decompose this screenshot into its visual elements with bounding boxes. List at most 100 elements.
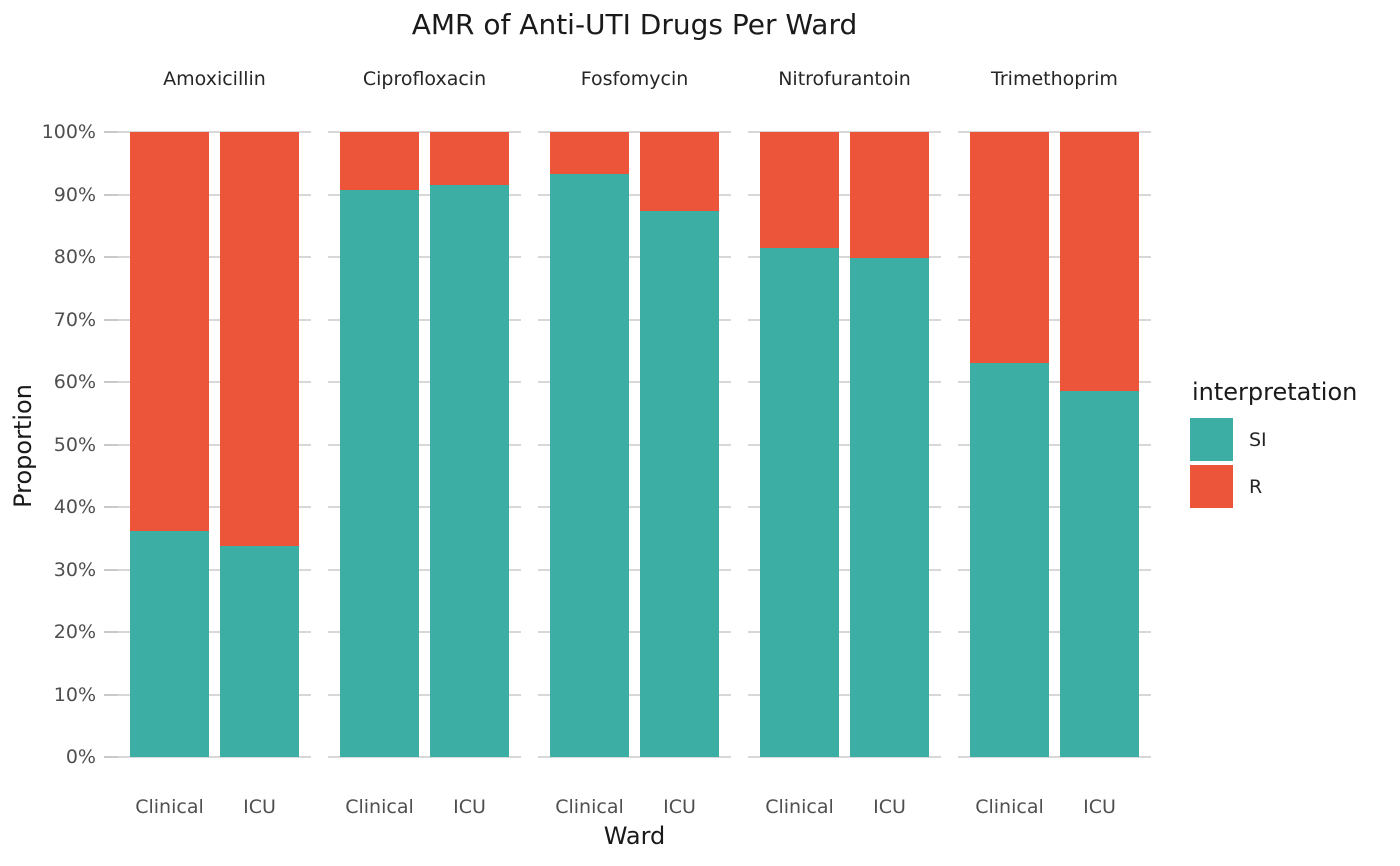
gridline [958, 506, 1151, 508]
gridline [328, 256, 521, 258]
gridline [118, 443, 311, 446]
gridline [538, 693, 731, 696]
legend-label: R [1249, 475, 1263, 498]
gridline [328, 756, 521, 758]
gridline [748, 631, 941, 633]
stacked-bar [970, 132, 1049, 757]
y-tick-mark [104, 256, 118, 258]
legend-item: SI [1190, 418, 1357, 461]
bar-segment-r [970, 132, 1049, 363]
bar-segment-r [130, 132, 209, 531]
facet-label: Amoxicillin [163, 68, 266, 90]
gridline [538, 256, 731, 258]
bar-segment-r [550, 132, 629, 174]
gridline [118, 256, 311, 258]
legend-items: SI R [1190, 418, 1357, 508]
facet-panel: Fosfomycin Clinical ICU [538, 68, 731, 818]
bar-segment-si [970, 363, 1049, 757]
gridline [118, 131, 311, 133]
stacked-bar [130, 132, 209, 757]
gridline [118, 381, 311, 383]
stacked-bar [640, 132, 719, 757]
gridline [958, 193, 1151, 196]
x-tick-label: Clinical [345, 796, 414, 818]
facet-label: Trimethoprim [991, 68, 1118, 90]
gridline [748, 318, 941, 321]
x-tick-label: Clinical [135, 796, 204, 818]
gridline [118, 756, 311, 758]
y-tick-mark [104, 506, 118, 508]
gridline [748, 443, 941, 446]
gridline [328, 193, 521, 196]
legend-swatch-r [1190, 465, 1233, 508]
gridline [538, 443, 731, 446]
bar-segment-si [760, 248, 839, 757]
y-tick-label: 60% [53, 371, 96, 393]
bar-segment-si [220, 546, 299, 757]
stacked-bar [430, 132, 509, 757]
bar-segment-si [1060, 391, 1139, 757]
facet-panels: Amoxicillin Clinical ICU Ciprofloxacin Clini… [118, 68, 1151, 818]
bar-segment-si [430, 185, 509, 757]
bar-segment-si [850, 258, 929, 757]
bar-segment-r [640, 132, 719, 211]
gridline [748, 506, 941, 508]
y-tick-label: 20% [53, 621, 96, 643]
stacked-bar [220, 132, 299, 757]
facet-label: Ciprofloxacin [362, 68, 487, 90]
gridline [958, 443, 1151, 446]
bar-segment-si [340, 190, 419, 757]
bar-segment-r [850, 132, 929, 258]
x-tick-label: Clinical [765, 796, 834, 818]
gridline [538, 506, 731, 508]
y-tick-mark [104, 318, 118, 321]
gridline [328, 381, 521, 383]
y-tick-label: 90% [53, 183, 96, 206]
x-tick-label: ICU [1083, 796, 1116, 818]
gridline [538, 131, 731, 133]
x-tick-label: ICU [873, 796, 906, 818]
bar-segment-si [550, 174, 629, 757]
gridline [748, 756, 941, 758]
gridline [748, 193, 941, 196]
gridline [328, 693, 521, 696]
facet-label: Fosfomycin [580, 68, 689, 90]
gridline [538, 568, 731, 571]
facet-panel: Trimethoprim Clinical ICU [958, 68, 1151, 818]
y-tick-mark [104, 131, 118, 133]
gridline [958, 131, 1151, 133]
x-tick-label: Clinical [555, 796, 624, 818]
gridline [328, 506, 521, 508]
bar-segment-si [130, 531, 209, 757]
y-tick-label: 70% [53, 308, 96, 331]
y-tick-mark [104, 193, 118, 196]
bar-segment-r [220, 132, 299, 546]
gridline [958, 568, 1151, 571]
y-tick-mark [104, 443, 118, 446]
gridline [748, 568, 941, 571]
legend-item: R [1190, 465, 1357, 508]
chart-title: AMR of Anti-UTI Drugs Per Ward [411, 8, 858, 41]
facet-panel: Amoxicillin Clinical ICU [118, 68, 311, 818]
gridline [538, 631, 731, 633]
x-tick-label: ICU [453, 796, 486, 818]
y-tick-mark [104, 568, 118, 571]
stacked-bar [760, 132, 839, 757]
y-tick-mark [104, 693, 118, 696]
y-tick-label: 0% [65, 746, 96, 768]
gridline [118, 631, 311, 633]
y-tick-mark [104, 381, 118, 383]
gridline [118, 193, 311, 196]
gridline [118, 506, 311, 508]
gridline [748, 256, 941, 258]
gridline [958, 256, 1151, 258]
y-axis: 0% 10% 20% 30% 40% 50% 60% 70% 80% 90% 100% [0, 121, 118, 768]
gridline [118, 568, 311, 571]
x-tick-label: Clinical [975, 796, 1044, 818]
gridline [538, 381, 731, 383]
bar-segment-si [640, 211, 719, 757]
x-axis-title: Ward [603, 822, 666, 850]
y-tick-label: 100% [41, 121, 96, 143]
gridline [538, 193, 731, 196]
gridline [118, 693, 311, 696]
